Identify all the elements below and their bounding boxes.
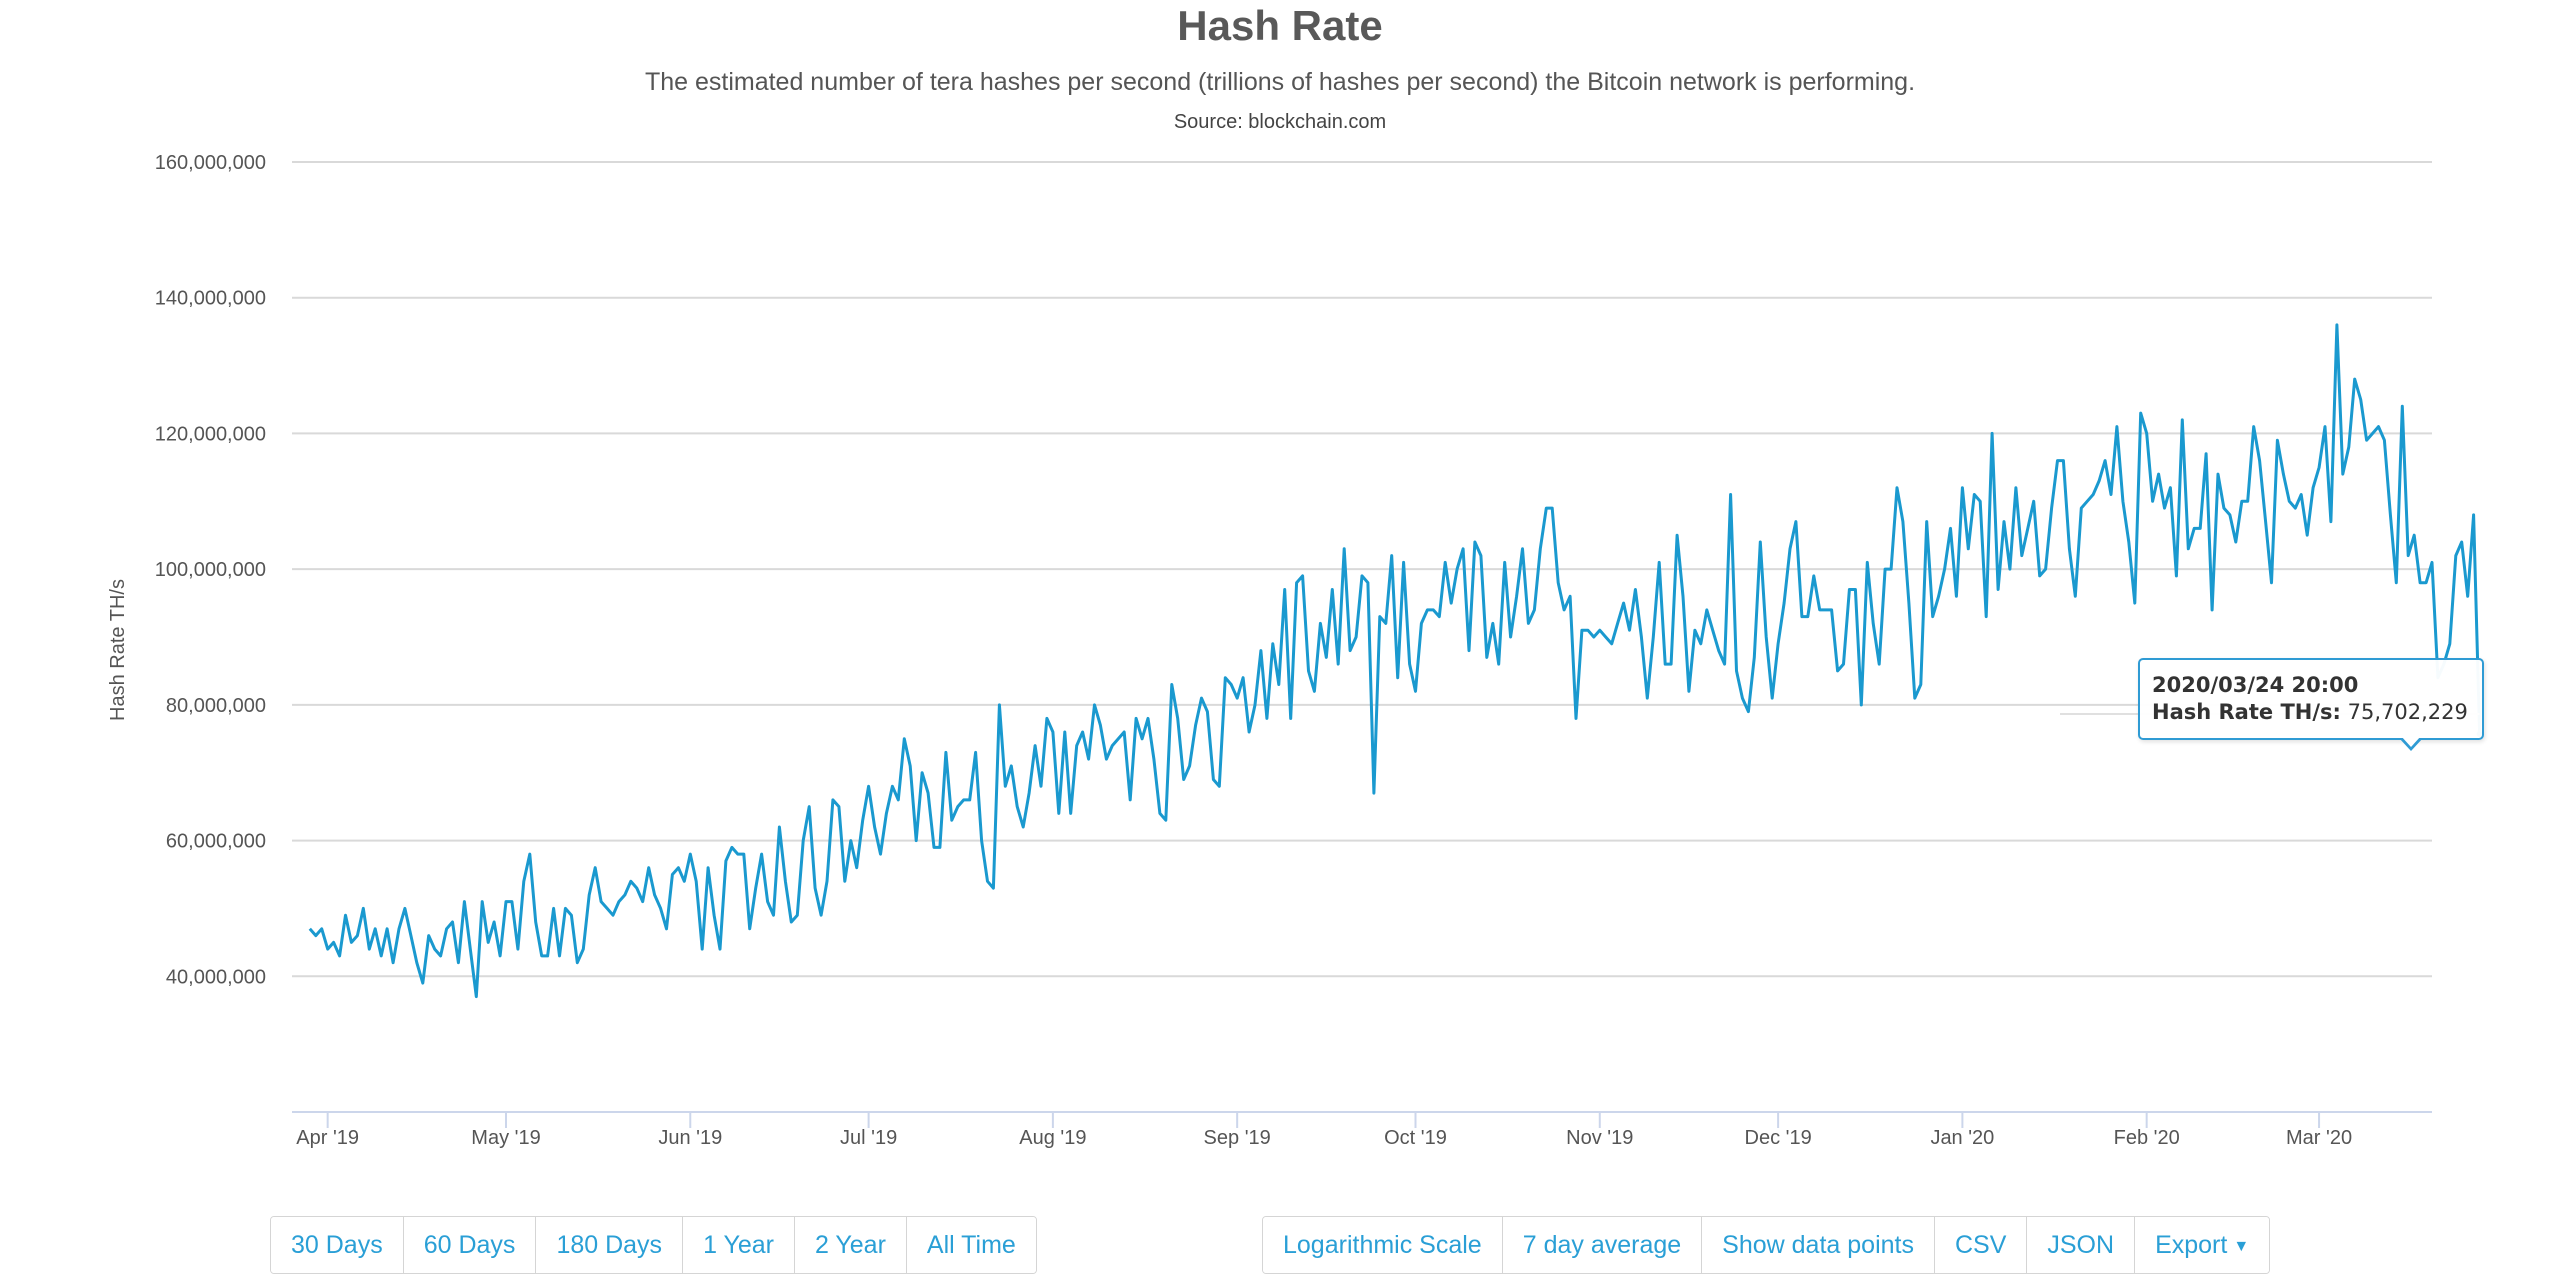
x-tick-label: Jan '20 xyxy=(1930,1127,1994,1149)
x-tick-label: Mar '20 xyxy=(2286,1127,2352,1149)
json-button[interactable]: JSON xyxy=(2027,1217,2136,1273)
show-data-points-button[interactable]: Show data points xyxy=(1702,1217,1935,1273)
hover-tooltip: 2020/03/24 20:00 Hash Rate TH/s: 75,702,… xyxy=(2138,658,2484,740)
y-tick-label: 140,000,000 xyxy=(155,288,266,310)
tooltip-pointer-inner xyxy=(2401,736,2421,747)
x-tick-label: Jul '19 xyxy=(840,1127,897,1149)
range-60-days-button[interactable]: 60 Days xyxy=(403,1217,537,1273)
caret-down-icon: ▼ xyxy=(2233,1238,2250,1255)
chart-title: Hash Rate xyxy=(1177,2,1383,49)
x-tick-label: May '19 xyxy=(471,1127,540,1149)
series-layer[interactable] xyxy=(308,323,2482,999)
range-180-days-button[interactable]: 180 Days xyxy=(536,1217,684,1273)
y-tick-label: 100,000,000 xyxy=(155,559,266,581)
hash-rate-chart[interactable]: 40,000,000 60,000,000 80,000,000 100,000,00… xyxy=(0,0,2560,1180)
y-tick-label: 80,000,000 xyxy=(166,695,266,717)
range-2-year-button[interactable]: 2 Year xyxy=(794,1217,907,1273)
y-axis-title: Hash Rate TH/s xyxy=(107,579,129,721)
x-tick-label: Jun '19 xyxy=(658,1127,722,1149)
export-label: Export xyxy=(2155,1231,2228,1259)
y-tick-label: 40,000,000 xyxy=(166,966,266,988)
chart-source: Source: blockchain.com xyxy=(1173,111,1387,133)
x-tick-label: Feb '20 xyxy=(2114,1127,2180,1149)
x-tick-label: Sep '19 xyxy=(1204,1127,1271,1149)
tooltip-series-label: Hash Rate TH/s xyxy=(2152,700,2333,724)
tooltip-date: 2020/03/24 20:00 xyxy=(2152,673,2359,697)
x-tick-label: Aug '19 xyxy=(1019,1127,1086,1149)
tooltip-value: 75,702,229 xyxy=(2347,700,2468,724)
y-tick-label: 60,000,000 xyxy=(166,831,266,853)
y-tick-label: 120,000,000 xyxy=(155,423,266,445)
x-tick-label: Apr '19 xyxy=(296,1127,359,1149)
seven-day-average-button[interactable]: 7 day average xyxy=(1502,1217,1703,1273)
x-tick-label: Nov '19 xyxy=(1566,1127,1633,1149)
y-tick-label: 160,000,000 xyxy=(155,152,266,174)
range-all-time-button[interactable]: All Time xyxy=(906,1217,1036,1273)
chart-subtitle: The estimated number of tera hashes per … xyxy=(644,68,1916,96)
grid-lines xyxy=(292,161,2432,978)
series-line[interactable] xyxy=(308,323,2482,999)
chart-option-buttons: Logarithmic Scale 7 day average Show dat… xyxy=(1262,1216,2271,1274)
x-axis: Apr '19 May '19 Jun '19 Jul '19 Aug '19 Sep '… xyxy=(292,1111,2432,1149)
range-1-year-button[interactable]: 1 Year xyxy=(683,1217,795,1273)
x-tick-label: Dec '19 xyxy=(1745,1127,1812,1149)
export-button[interactable]: Export ▼ xyxy=(2135,1217,2270,1273)
logarithmic-scale-button[interactable]: Logarithmic Scale xyxy=(1263,1217,1503,1273)
y-axis-labels: 40,000,000 60,000,000 80,000,000 100,000,00… xyxy=(155,152,266,988)
x-tick-label: Oct '19 xyxy=(1384,1127,1447,1149)
time-range-buttons: 30 Days 60 Days 180 Days 1 Year 2 Year A… xyxy=(270,1216,1037,1274)
range-30-days-button[interactable]: 30 Days xyxy=(271,1217,404,1273)
csv-button[interactable]: CSV xyxy=(1934,1217,2028,1273)
